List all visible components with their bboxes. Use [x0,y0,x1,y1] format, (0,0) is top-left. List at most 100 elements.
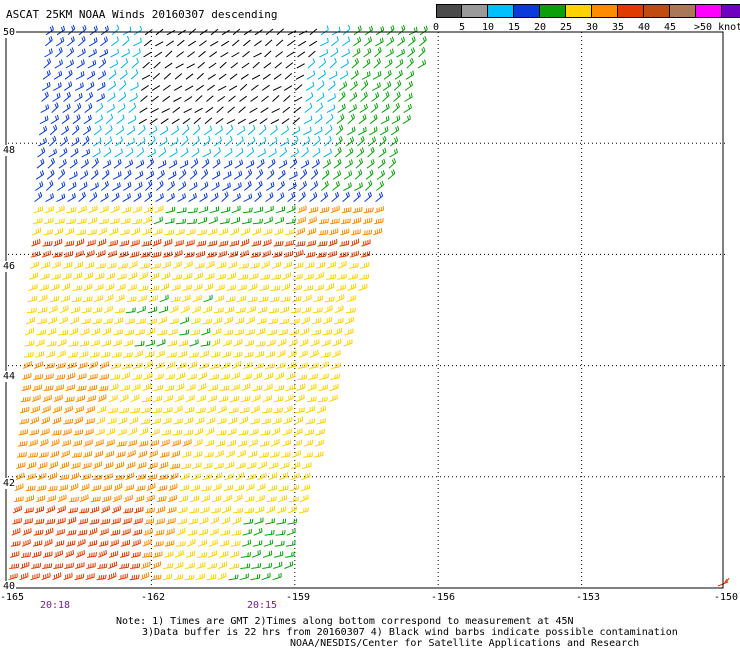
wind-barb [208,216,218,225]
wind-barb [331,362,341,369]
wind-barb [328,394,338,403]
wind-barb [107,81,117,91]
wind-barb [229,395,240,403]
wind-barb [67,352,78,358]
wind-barb [77,362,88,369]
wind-barb [102,159,112,169]
wind-barb [77,373,87,380]
wind-barb [260,260,270,269]
wind-barb [153,216,163,225]
wind-barb [45,180,54,191]
wind-barb [197,383,207,392]
wind-barb [86,395,96,403]
wind-barb [326,261,336,269]
wind-barb [118,407,129,414]
wind-barb [51,102,59,113]
wind-barb [231,530,242,536]
wind-barb [304,102,313,113]
wind-barb [157,485,168,492]
wind-barb [287,192,296,202]
wind-barb [63,251,74,258]
wind-barb [162,417,172,425]
wind-barb [258,452,269,458]
wind-barb [55,374,66,380]
wind-barb [80,159,89,169]
wind-barb [372,70,382,80]
wind-barb [340,59,349,69]
wind-barb [108,394,118,403]
wind-barb [272,407,283,414]
wind-barb [287,349,297,358]
wind-barb [49,296,60,303]
wind-barb [131,539,141,547]
wind-barb [248,439,258,447]
wind-barb [221,516,231,525]
wind-barb [94,114,103,125]
wind-barb [307,58,316,69]
wind-barb [158,147,167,158]
wind-barb [64,396,75,403]
wind-barb [281,439,291,447]
wind-barb [100,518,111,525]
wind-barb [211,495,222,503]
wind-barb [62,273,72,280]
color-swatch [592,4,618,18]
wind-barb [83,439,93,447]
wind-barb [240,238,250,247]
wind-barb [211,181,220,191]
wind-barb [212,328,222,336]
wind-barb [288,496,299,503]
wind-barb [280,296,291,303]
wind-barb [419,25,428,36]
wind-barb [10,540,21,547]
wind-barb [94,439,104,447]
wind-barb [37,318,47,325]
wind-barb [250,405,260,414]
wind-barb [220,51,229,58]
wind-barb [116,283,126,291]
wind-barb [221,40,230,47]
wind-barb [99,373,109,380]
wind-barb [178,506,188,514]
wind-barb [44,373,54,380]
wind-barb [27,295,38,303]
wind-barb [86,562,96,569]
wind-barb [80,483,90,492]
wind-barb [341,207,352,214]
wind-barb [108,561,118,569]
wind-barb [186,383,196,392]
wind-barb [259,118,268,125]
wind-barb [142,552,152,558]
wind-barb [212,158,221,169]
wind-barb [307,216,317,225]
wind-barb [288,505,297,514]
wind-barb [213,307,224,314]
wind-barb [339,70,349,80]
wind-barb [330,205,340,214]
wind-barb [315,272,325,280]
wind-barb [143,528,153,536]
wind-barb [182,284,192,291]
wind-barb [164,217,175,225]
wind-barb [156,169,165,180]
wind-barb [25,485,36,492]
wind-barb [85,405,95,414]
wind-barb [106,272,116,280]
wind-barb [276,192,285,203]
wind-barb [293,262,304,269]
wind-barb [117,428,127,436]
wind-barb [244,507,255,514]
wind-barb [136,318,146,325]
wind-barb [189,339,199,347]
wind-barb [85,91,94,102]
wind-barb [235,147,244,158]
wind-barb [103,147,112,158]
wind-barb [173,249,183,258]
wind-barb [46,505,56,514]
wind-barb [203,451,214,458]
wind-barb [275,530,286,536]
wind-barb [213,472,223,481]
wind-barb [206,251,217,258]
wind-barb [51,430,62,436]
wind-barb [52,416,62,425]
